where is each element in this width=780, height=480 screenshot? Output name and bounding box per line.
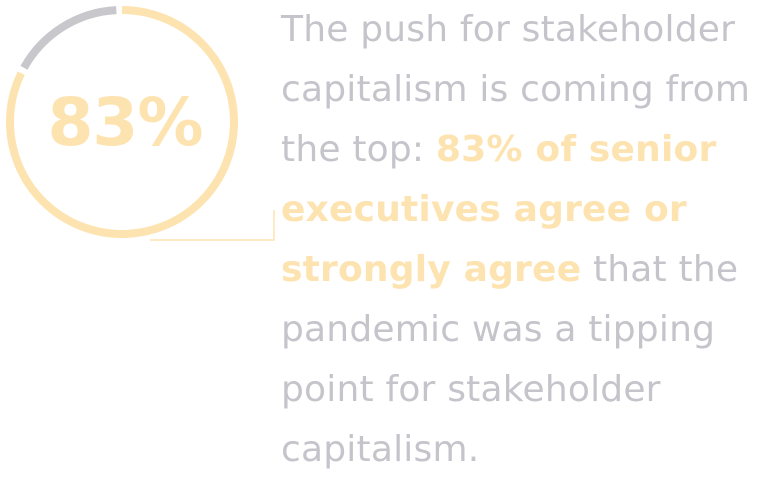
statement-plain-text: the top: — [281, 129, 436, 170]
statement-line: pandemic was a tipping — [281, 309, 716, 350]
statement-line: executives agree or — [281, 180, 780, 240]
statement-line: point for stakeholder — [281, 369, 661, 410]
statement-highlight: strongly agree — [281, 249, 582, 290]
connector-line — [150, 210, 275, 241]
statement-line: capitalism is coming from — [281, 69, 751, 110]
statement-line: strongly agree that the — [281, 240, 780, 300]
statement-line: capitalism. — [281, 429, 480, 470]
donut-chart: 83% — [0, 0, 250, 250]
statement-text: The push for stakeholder capitalism is c… — [281, 0, 780, 480]
statement-highlight: executives agree or — [281, 189, 687, 230]
statement-line: the top: 83% of senior — [281, 120, 780, 180]
donut-value-arc — [6, 6, 238, 238]
statement-plain-text: that the — [581, 249, 739, 290]
statement-highlight: 83% of senior — [435, 129, 717, 170]
donut-svg — [6, 6, 238, 238]
donut-percent-label: 83% — [47, 84, 204, 161]
statement-line: The push for stakeholder — [281, 9, 736, 50]
